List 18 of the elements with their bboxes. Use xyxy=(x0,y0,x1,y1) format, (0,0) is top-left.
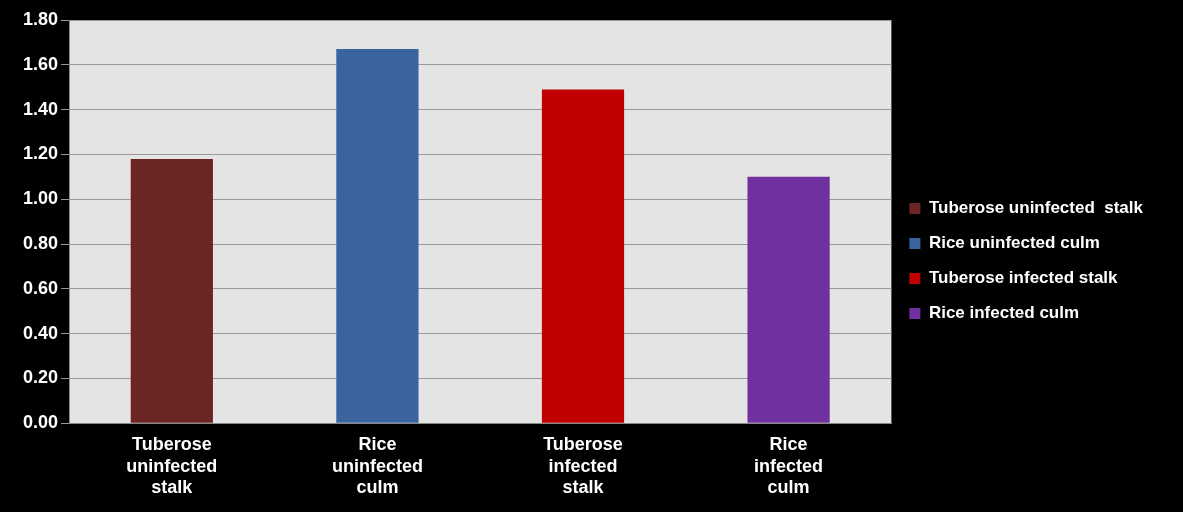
y-tick-label: 1.40 xyxy=(22,98,59,119)
y-tick-label: 0.00 xyxy=(22,412,59,433)
y-tick-label: 1.80 xyxy=(22,8,59,29)
legend-label: Rice infected culm xyxy=(928,303,1080,323)
y-tick-label: 0.60 xyxy=(22,277,59,298)
legend-label: Tuberose infected stalk xyxy=(928,268,1119,288)
y-tick-label: 1.20 xyxy=(22,143,59,164)
x-tick-label: Tuberose uninfected stalk xyxy=(126,433,218,498)
y-tick-label: 1.60 xyxy=(22,53,59,74)
legend-label: Rice uninfected culm xyxy=(928,233,1100,253)
x-tick-label: Tuberose infected stalk xyxy=(543,433,623,498)
legend-label: Tuberose uninfected stalk xyxy=(928,198,1144,218)
x-tick-label: Rice infected culm xyxy=(754,433,824,498)
y-tick-label: 0.40 xyxy=(22,322,59,343)
y-tick-label: 0.80 xyxy=(22,232,59,253)
y-tick-label: 0.20 xyxy=(22,367,59,388)
y-tick-label: 1.00 xyxy=(22,188,59,209)
x-tick-label: Rice uninfected culm xyxy=(331,433,423,498)
